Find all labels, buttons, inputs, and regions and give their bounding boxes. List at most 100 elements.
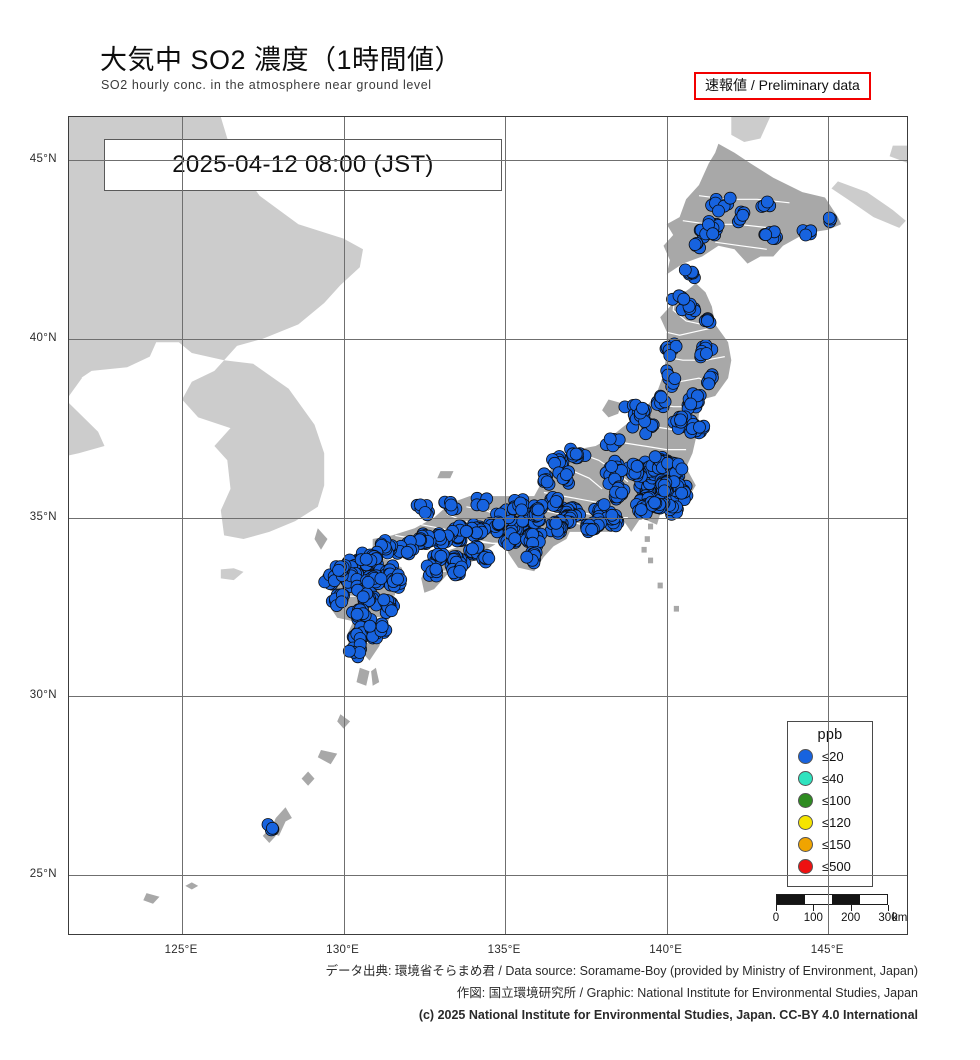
station-marker[interactable] [359, 552, 373, 566]
station-marker[interactable] [702, 377, 716, 391]
lon-minor-tick [376, 116, 377, 117]
station-marker[interactable] [520, 550, 534, 564]
station-marker[interactable] [669, 339, 683, 353]
lon-tick-label: 145°E [810, 944, 844, 956]
station-marker[interactable] [377, 593, 391, 607]
station-marker[interactable] [515, 503, 529, 517]
station-marker[interactable] [723, 191, 737, 205]
station-marker[interactable] [701, 314, 714, 328]
station-marker[interactable] [691, 389, 704, 403]
station-marker[interactable] [603, 432, 617, 446]
station-marker[interactable] [492, 517, 506, 531]
lat-tick-label: 25°N [29, 868, 57, 881]
lat-gridline [69, 159, 907, 161]
page-header: 大気中 SO2 濃度（1時間値） SO2 hourly conc. in the… [0, 0, 980, 116]
ryukyu-island-1 [317, 750, 338, 765]
station-marker[interactable] [605, 460, 618, 473]
scale-label: 100 [803, 912, 823, 924]
station-marker[interactable] [531, 503, 545, 517]
station-marker[interactable] [465, 542, 479, 556]
lon-tick-label: 130°E [326, 944, 360, 956]
station-marker[interactable] [648, 496, 661, 510]
station-marker[interactable] [459, 525, 473, 538]
lat-tick-label: 45°N [29, 152, 57, 165]
legend-row: ≤120 [788, 811, 872, 833]
station-marker[interactable] [508, 532, 522, 546]
station-marker[interactable] [597, 498, 611, 512]
lon-minor-tick [441, 116, 442, 117]
station-marker[interactable] [700, 347, 713, 360]
station-marker[interactable] [385, 604, 398, 618]
station-marker[interactable] [549, 516, 563, 530]
station-marker[interactable] [342, 644, 356, 658]
page-subtitle: SO2 hourly conc. in the atmosphere near … [101, 78, 432, 92]
station-marker[interactable] [712, 204, 725, 218]
station-marker[interactable] [569, 447, 583, 461]
station-marker[interactable] [482, 551, 496, 565]
kuril-iturup [889, 145, 907, 163]
station-marker[interactable] [444, 498, 458, 512]
station-marker[interactable] [585, 523, 599, 537]
station-marker[interactable] [350, 607, 364, 621]
legend-color-swatch [798, 770, 813, 786]
station-marker[interactable] [674, 413, 687, 427]
station-marker[interactable] [391, 572, 404, 586]
station-marker[interactable] [759, 228, 773, 242]
sado-island [602, 399, 622, 418]
footer-data-source: データ出典: 環境省そらまめ君 / Data source: Soramame-… [325, 964, 918, 978]
station-marker[interactable] [684, 397, 698, 411]
station-marker[interactable] [375, 620, 389, 634]
station-marker[interactable] [559, 468, 573, 482]
map-plot-area[interactable]: 2025-04-12 08:00 (JST) ppb ≤20 ≤40 ≤100 ≤12… [68, 116, 908, 935]
station-marker[interactable] [658, 484, 671, 498]
izu-island-0 [648, 523, 654, 530]
station-marker[interactable] [663, 349, 677, 362]
izu-island-2 [641, 546, 647, 553]
station-marker[interactable] [760, 195, 774, 209]
station-marker[interactable] [361, 575, 375, 589]
scale-label: 0 [772, 912, 780, 924]
station-marker[interactable] [335, 595, 349, 609]
legend-color-swatch [798, 814, 813, 830]
station-marker[interactable] [434, 549, 448, 563]
lat-tick-label: 40°N [29, 331, 57, 344]
legend-color-swatch [798, 792, 813, 808]
station-marker[interactable] [615, 486, 628, 500]
station-marker[interactable] [675, 486, 688, 500]
station-marker[interactable] [605, 508, 619, 522]
station-marker[interactable] [540, 475, 554, 489]
lon-minor-tick [279, 116, 280, 117]
station-marker[interactable] [675, 462, 689, 476]
station-marker[interactable] [668, 372, 682, 386]
lon-minor-tick [473, 116, 474, 117]
station-marker[interactable] [549, 495, 563, 508]
station-marker[interactable] [476, 498, 490, 512]
station-marker[interactable] [688, 238, 702, 251]
station-marker[interactable] [374, 572, 388, 586]
legend-row: ≤20 [788, 745, 872, 767]
station-marker[interactable] [356, 590, 370, 604]
scale-tick [850, 905, 852, 911]
station-marker[interactable] [400, 545, 414, 559]
station-marker[interactable] [677, 292, 691, 306]
station-marker[interactable] [678, 263, 692, 277]
station-marker[interactable] [630, 459, 644, 473]
station-marker[interactable] [363, 619, 377, 633]
station-marker[interactable] [429, 562, 443, 576]
station-marker[interactable] [453, 564, 467, 578]
lat-gridline [69, 517, 907, 519]
station-marker[interactable] [265, 821, 279, 835]
station-marker[interactable] [822, 211, 836, 225]
legend-label: ≤100 [822, 792, 851, 808]
station-marker[interactable] [654, 390, 668, 404]
station-marker[interactable] [706, 227, 720, 241]
station-marker[interactable] [799, 228, 813, 242]
station-marker[interactable] [648, 450, 662, 464]
station-marker[interactable] [636, 401, 649, 415]
prefecture-border-group [343, 195, 790, 644]
station-marker[interactable] [736, 208, 750, 222]
station-marker[interactable] [634, 503, 648, 517]
lat-minor-tick [68, 267, 69, 268]
station-marker[interactable] [693, 420, 706, 434]
lat-minor-tick [68, 303, 69, 304]
